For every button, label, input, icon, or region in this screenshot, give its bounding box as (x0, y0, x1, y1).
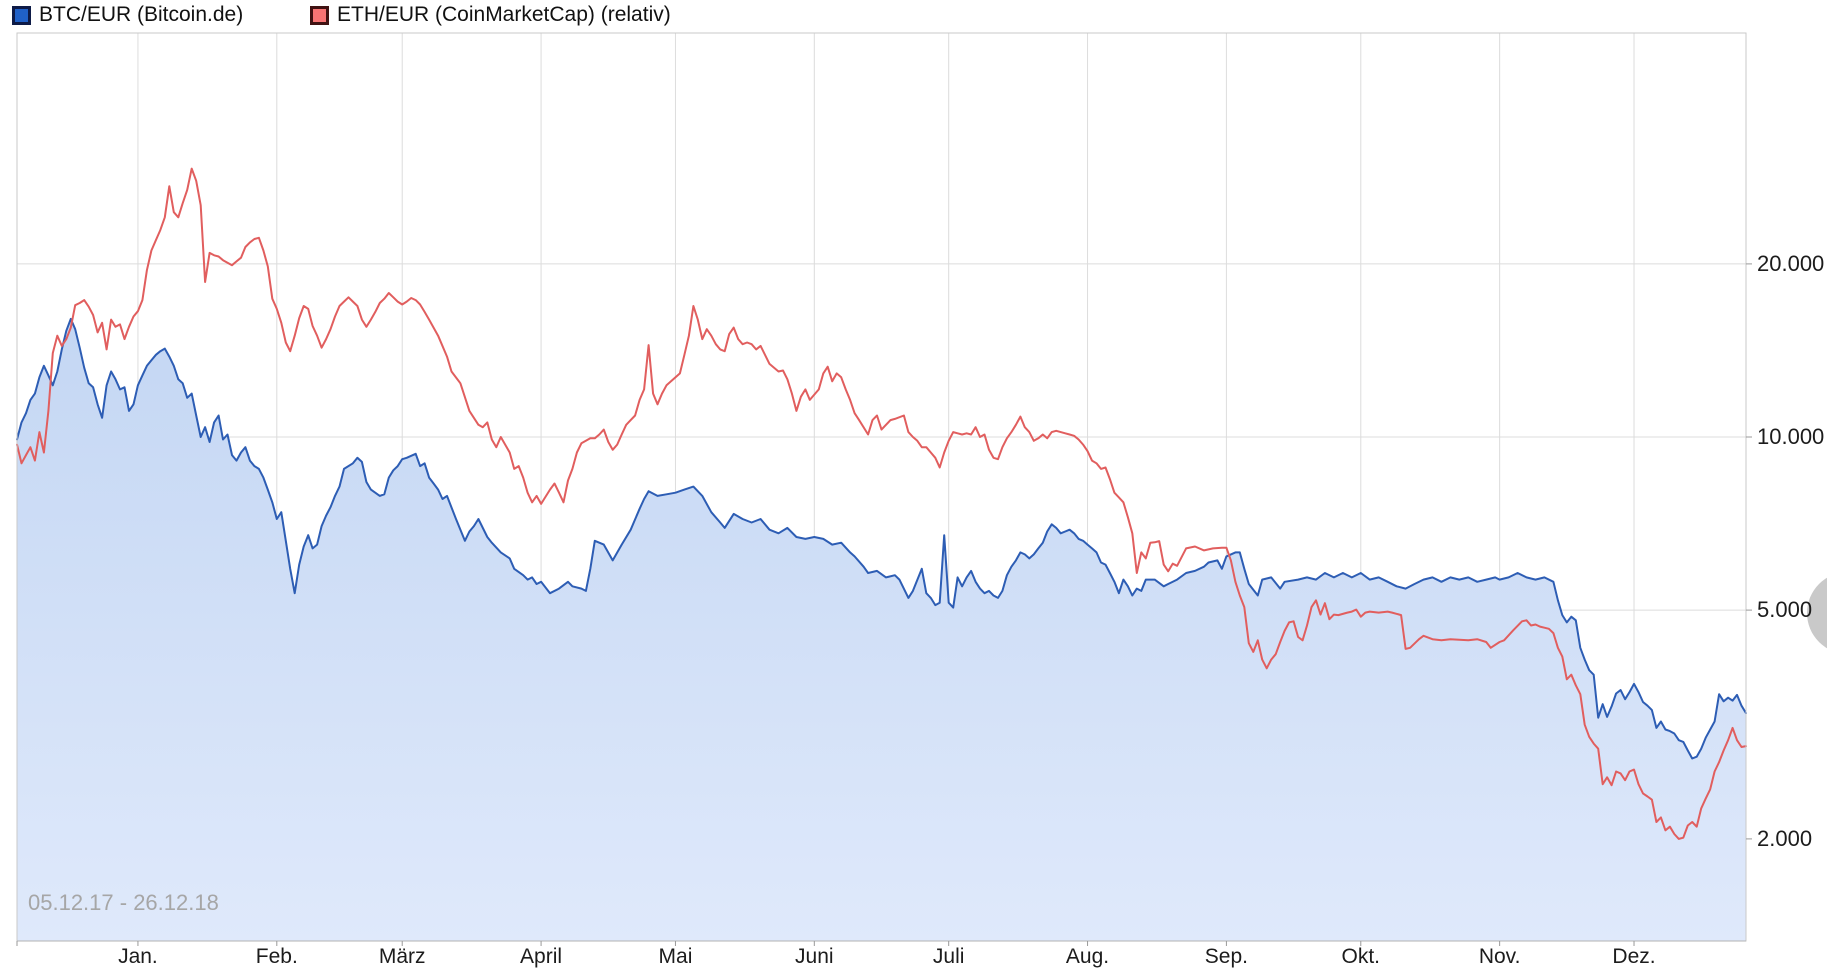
x-axis-label: April (520, 945, 563, 968)
y-axis-label: 5.000 (1757, 597, 1813, 623)
date-range-label: 05.12.17 - 26.12.18 (28, 890, 219, 915)
eth-legend-swatch-icon (310, 5, 329, 25)
y-axis-label: 10.000 (1757, 424, 1825, 449)
btc-price-line (16, 317, 1747, 760)
btc-area-fill (17, 318, 1746, 941)
x-axis-label: Dez. (1612, 945, 1656, 968)
y-axis-label: 2.000 (1757, 825, 1813, 851)
x-axis-label: Nov. (1478, 945, 1521, 968)
btc-legend-label: BTC/EUR (Bitcoin.de) (39, 3, 244, 26)
legend-item-eth: ETH/EUR (CoinMarketCap) (relativ) (310, 3, 671, 27)
legend-item-btc: BTC/EUR (Bitcoin.de) (12, 3, 243, 27)
x-axis-label: Sep. (1204, 945, 1248, 968)
x-axis-label: Jan. (118, 945, 158, 968)
x-axis-label: Juli (932, 945, 965, 968)
x-axis-label: März (378, 945, 426, 968)
x-axis-label: Mai (658, 945, 693, 968)
x-axis-label: Juni (795, 945, 834, 968)
x-axis-label: Aug. (1065, 945, 1110, 968)
tick-marks (16, 263, 1752, 946)
scroll-handle[interactable] (1807, 572, 1827, 654)
btc-legend-swatch-icon (12, 5, 31, 25)
eth-legend-label: ETH/EUR (CoinMarketCap) (relativ) (337, 3, 671, 26)
x-axis-label: Okt. (1341, 945, 1381, 968)
x-axis-label: Feb. (255, 945, 298, 968)
eth-price-line (16, 167, 1747, 840)
y-axis-label: 20.000 (1757, 250, 1825, 276)
